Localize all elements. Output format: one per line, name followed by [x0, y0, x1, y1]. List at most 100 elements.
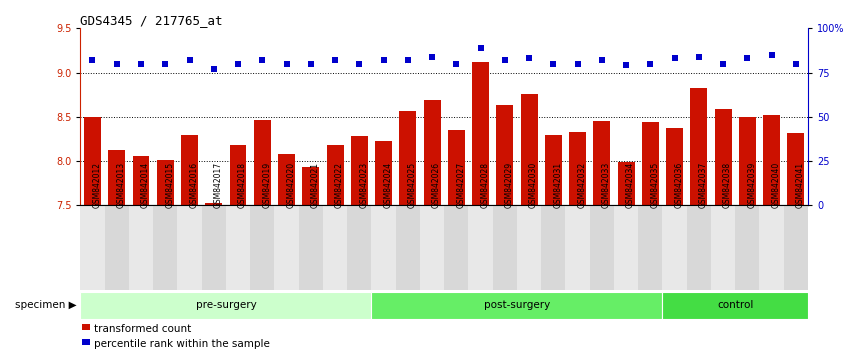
- Text: control: control: [717, 300, 753, 310]
- Bar: [105, 205, 129, 290]
- Text: GSM842027: GSM842027: [456, 162, 465, 208]
- Bar: [347, 205, 371, 290]
- Text: GSM842013: GSM842013: [117, 162, 126, 208]
- Text: GSM842026: GSM842026: [432, 162, 441, 208]
- Bar: [497, 105, 514, 205]
- Bar: [517, 205, 541, 290]
- Bar: [153, 205, 178, 290]
- Bar: [82, 324, 91, 330]
- Point: [692, 54, 706, 59]
- Bar: [226, 205, 250, 290]
- Point: [522, 56, 536, 61]
- Point: [619, 63, 633, 68]
- Text: GSM842024: GSM842024: [383, 162, 393, 208]
- Point: [135, 61, 148, 67]
- Point: [474, 45, 487, 51]
- Point: [231, 61, 244, 67]
- Bar: [715, 109, 732, 205]
- Bar: [351, 136, 368, 205]
- Bar: [80, 292, 371, 319]
- Bar: [157, 160, 173, 205]
- Text: GSM842017: GSM842017: [214, 162, 222, 208]
- Bar: [133, 156, 150, 205]
- Text: GSM842040: GSM842040: [772, 162, 781, 208]
- Text: GSM842029: GSM842029: [505, 162, 514, 208]
- Text: GSM842022: GSM842022: [335, 162, 344, 208]
- Bar: [788, 133, 805, 205]
- Text: GSM842033: GSM842033: [602, 162, 611, 208]
- Point: [376, 57, 390, 63]
- Text: specimen ▶: specimen ▶: [14, 300, 76, 310]
- Bar: [642, 122, 659, 205]
- Bar: [206, 202, 222, 205]
- Point: [571, 61, 585, 67]
- Bar: [690, 88, 707, 205]
- Text: GSM842032: GSM842032: [578, 162, 586, 208]
- Bar: [420, 205, 444, 290]
- Point: [765, 52, 778, 58]
- Bar: [541, 205, 565, 290]
- Bar: [278, 154, 295, 205]
- Point: [304, 61, 317, 67]
- Text: transformed count: transformed count: [94, 324, 191, 334]
- Bar: [80, 205, 105, 290]
- Text: GSM842015: GSM842015: [165, 162, 174, 208]
- Text: GSM842023: GSM842023: [360, 162, 368, 208]
- Point: [353, 61, 366, 67]
- Point: [426, 54, 439, 59]
- Point: [158, 61, 172, 67]
- Point: [498, 57, 512, 63]
- Point: [717, 61, 730, 67]
- Bar: [108, 150, 125, 205]
- Bar: [229, 145, 246, 205]
- Bar: [739, 117, 755, 205]
- Point: [401, 57, 415, 63]
- Point: [740, 56, 754, 61]
- Bar: [735, 205, 760, 290]
- Text: GDS4345 / 217765_at: GDS4345 / 217765_at: [80, 14, 222, 27]
- Text: GSM842037: GSM842037: [699, 162, 708, 208]
- Bar: [444, 205, 469, 290]
- Text: GSM842039: GSM842039: [747, 162, 756, 208]
- Bar: [250, 205, 274, 290]
- Text: GSM842041: GSM842041: [796, 162, 805, 208]
- Bar: [448, 130, 464, 205]
- Bar: [614, 205, 638, 290]
- Bar: [711, 205, 735, 290]
- Text: pre-surgery: pre-surgery: [195, 300, 256, 310]
- Point: [280, 61, 294, 67]
- Text: GSM842038: GSM842038: [723, 162, 732, 208]
- Bar: [469, 205, 492, 290]
- Bar: [593, 121, 610, 205]
- Text: GSM842016: GSM842016: [190, 162, 199, 208]
- Bar: [565, 205, 590, 290]
- Point: [183, 57, 196, 63]
- Point: [328, 57, 342, 63]
- Text: GSM842030: GSM842030: [529, 162, 538, 208]
- Bar: [129, 205, 153, 290]
- Text: GSM842021: GSM842021: [310, 162, 320, 208]
- Bar: [545, 135, 562, 205]
- Text: GSM842014: GSM842014: [141, 162, 150, 208]
- Point: [207, 66, 221, 72]
- Bar: [666, 129, 683, 205]
- Text: GSM842020: GSM842020: [287, 162, 295, 208]
- Bar: [760, 205, 783, 290]
- Text: GSM842034: GSM842034: [626, 162, 635, 208]
- Bar: [618, 162, 634, 205]
- Bar: [181, 135, 198, 205]
- Text: percentile rank within the sample: percentile rank within the sample: [94, 339, 270, 349]
- Bar: [178, 205, 201, 290]
- Text: GSM842018: GSM842018: [238, 162, 247, 208]
- Text: GSM842028: GSM842028: [481, 162, 490, 208]
- Bar: [638, 205, 662, 290]
- Bar: [783, 205, 808, 290]
- Bar: [327, 145, 343, 205]
- Point: [110, 61, 124, 67]
- Point: [667, 56, 681, 61]
- Bar: [302, 167, 319, 205]
- Bar: [662, 205, 687, 290]
- Bar: [424, 100, 441, 205]
- Bar: [323, 205, 347, 290]
- Point: [547, 61, 560, 67]
